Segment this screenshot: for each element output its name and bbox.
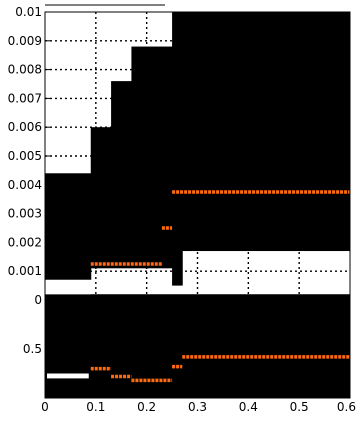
top-ytick-label-3: 0.003: [8, 207, 42, 221]
bottom-xtick-label-0: 0: [41, 400, 49, 414]
top-ytick-label-4: 0.004: [8, 178, 42, 192]
bottom-band: [45, 300, 350, 374]
bottom-white-patch: [47, 373, 89, 379]
top-white-gap: [45, 279, 91, 295]
bottom-xtick-label-2: 0.2: [137, 400, 156, 414]
top-band-step-4: [172, 12, 183, 286]
top-ytick-label-10: 0.01: [15, 5, 42, 19]
top-band-step-1: [90, 127, 112, 269]
bottom-xtick-label-5: 0.5: [290, 400, 309, 414]
bottom-xtick-label-3: 0.3: [188, 400, 207, 414]
top-band-step-2: [111, 81, 132, 269]
top-ytick-label-6: 0.006: [8, 120, 42, 134]
top-band-step-5: [182, 12, 351, 252]
top-ytick-label-8: 0.008: [8, 63, 42, 77]
top-band-base: [45, 294, 350, 300]
top-ytick-label-2: 0.002: [8, 235, 42, 249]
top-ytick-label-9: 0.009: [8, 34, 42, 48]
top-ytick-label-7: 0.007: [8, 91, 42, 105]
top-band-step-0: [45, 173, 92, 280]
bottom-ytick-label-0: 0.5: [23, 342, 42, 356]
top-ytick-label-1: 0.001: [8, 264, 42, 278]
top-ytick-label-0: 0: [34, 293, 42, 307]
top-band-step-3: [131, 46, 173, 269]
bottom-xtick-label-6: 0.6: [337, 400, 356, 414]
bottom-xtick-label-1: 0.1: [86, 400, 105, 414]
top-ytick-label-5: 0.005: [8, 149, 42, 163]
bottom-xtick-label-4: 0.4: [239, 400, 258, 414]
